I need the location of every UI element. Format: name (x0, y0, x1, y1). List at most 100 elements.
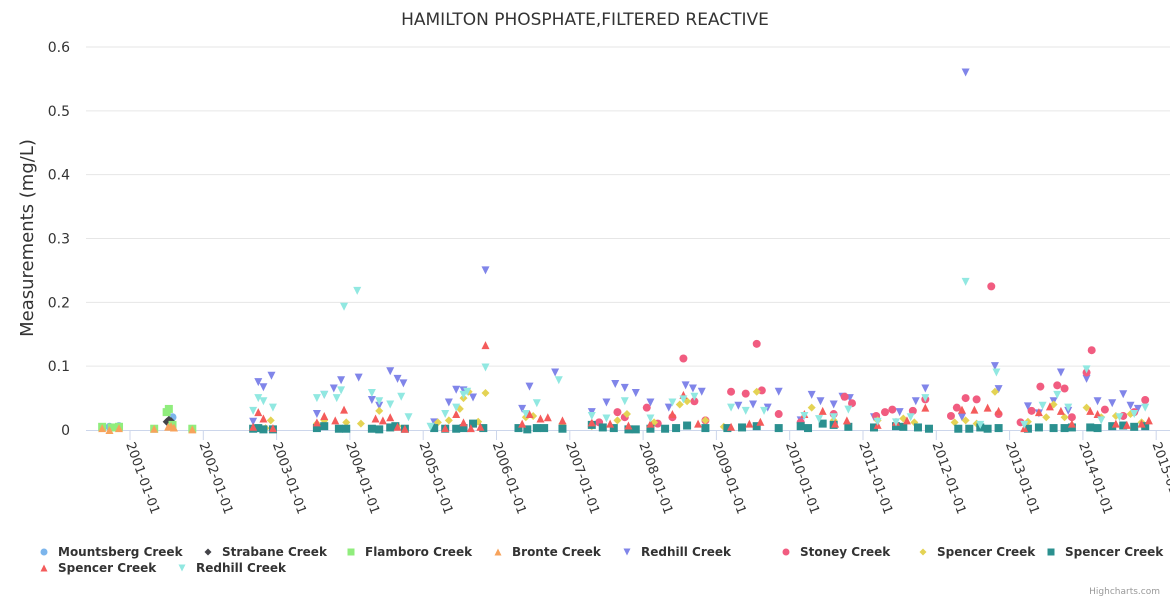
data-point (620, 383, 629, 392)
data-point (1056, 368, 1065, 377)
legend-item[interactable]: Mountsberg Creek (40, 545, 184, 559)
y-tick-label: 0.5 (48, 104, 70, 120)
legend-symbol-icon (40, 564, 48, 572)
data-point (386, 367, 395, 376)
data-point (1141, 403, 1150, 412)
data-point (354, 373, 363, 382)
data-point (921, 384, 930, 393)
data-point (983, 424, 992, 433)
data-point (518, 419, 527, 428)
data-point (320, 411, 329, 420)
data-point (976, 420, 985, 429)
data-point (741, 406, 750, 415)
data-point (115, 424, 124, 433)
credits-link[interactable]: Highcharts.com (1089, 587, 1160, 597)
data-point (745, 419, 754, 428)
series-9 (249, 277, 1150, 431)
y-tick-label: 0.6 (48, 40, 70, 56)
data-point (469, 419, 478, 428)
data-point (1130, 410, 1139, 419)
data-point (367, 424, 376, 433)
legend-item[interactable]: Flamboro Creek (347, 545, 474, 559)
legend-item[interactable]: Redhill Creek (178, 561, 288, 575)
data-point (800, 411, 809, 420)
data-point (972, 395, 981, 404)
legend-symbol-icon (782, 548, 790, 556)
data-point (734, 401, 743, 410)
y-axis-label: Measurements (mg/L) (17, 139, 38, 337)
y-tick-label: 0.2 (48, 295, 70, 311)
data-point (738, 423, 747, 432)
data-point (1034, 423, 1043, 432)
data-point (254, 378, 263, 387)
legend-item[interactable]: Spencer Creek (40, 561, 158, 575)
data-point (1133, 404, 1142, 413)
data-point (672, 424, 681, 433)
data-point (807, 390, 816, 399)
legend-label: Mountsberg Creek (58, 545, 184, 559)
data-point (1034, 408, 1043, 417)
data-point (340, 405, 349, 414)
x-axis: 2001-01-01 2002-01-01 2003-01-01 2004-01-01… (86, 430, 1170, 516)
data-point (646, 414, 655, 423)
data-point (536, 414, 545, 423)
data-point (611, 380, 620, 389)
legend-label: Spencer Creek (937, 545, 1036, 559)
x-tick-label: 2013-01-01 (1002, 440, 1042, 516)
legend-item[interactable]: Bronte Creek (494, 545, 602, 559)
x-tick-label: 2004-01-01 (342, 440, 382, 516)
data-point (994, 385, 1003, 394)
legend-item[interactable]: Redhill Creek (623, 545, 733, 559)
data-point (268, 403, 277, 412)
data-point (1086, 423, 1095, 432)
legend-item[interactable]: Spencer Creek (919, 545, 1037, 559)
legend-symbol-icon (1047, 548, 1055, 556)
data-point (727, 422, 736, 431)
data-point (587, 418, 596, 427)
data-point (375, 401, 384, 410)
data-point (1067, 419, 1076, 428)
data-point (1060, 384, 1069, 393)
data-point (353, 286, 362, 295)
legend-symbol-icon (178, 564, 186, 572)
x-tick-label: 2005-01-01 (415, 440, 455, 516)
data-point (393, 374, 402, 383)
data-point (312, 418, 321, 427)
data-point (842, 416, 851, 425)
data-point (760, 406, 769, 415)
data-point (543, 413, 552, 422)
data-point (763, 403, 772, 412)
data-point (331, 416, 340, 425)
data-point (622, 410, 631, 419)
legend-label: Redhill Creek (196, 561, 287, 575)
data-point (587, 411, 596, 420)
data-point (1100, 405, 1109, 414)
data-point (961, 68, 970, 77)
data-point (668, 398, 677, 407)
data-point (342, 418, 351, 427)
legend-item[interactable]: Spencer Creek (1047, 545, 1165, 559)
data-point (646, 419, 655, 428)
data-point (105, 426, 114, 434)
data-point (332, 394, 341, 403)
data-point (774, 410, 783, 419)
data-point (1020, 420, 1029, 429)
data-point (452, 385, 461, 394)
data-point (990, 387, 999, 396)
legend-item[interactable]: Stoney Creek (782, 545, 892, 559)
data-point (481, 363, 490, 372)
data-point (946, 411, 955, 420)
y-tick-label: 0.4 (48, 168, 70, 184)
data-point (375, 425, 384, 434)
data-point (1082, 374, 1091, 383)
data-point (1060, 413, 1069, 422)
data-point (727, 403, 736, 412)
data-point (1111, 419, 1120, 428)
data-point (371, 414, 380, 423)
data-point (259, 414, 268, 423)
data-point (107, 423, 116, 432)
data-point (1049, 424, 1058, 433)
data-point (312, 424, 321, 433)
legend-item[interactable]: Strabane Creek (204, 545, 328, 559)
data-point (749, 400, 758, 409)
